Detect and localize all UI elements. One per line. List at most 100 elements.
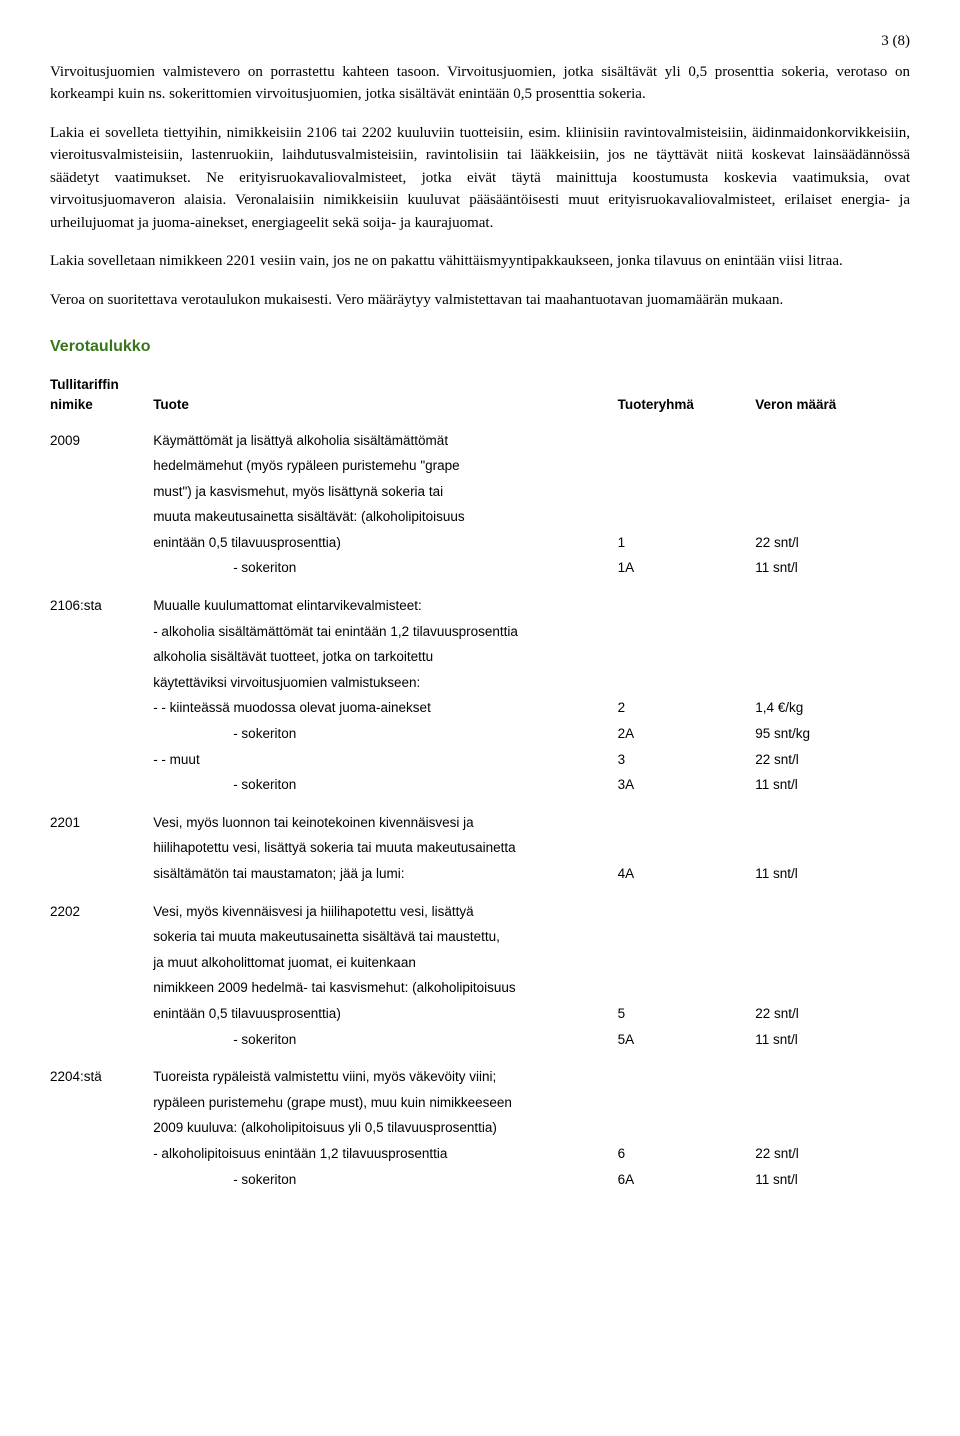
cell-group: [618, 835, 756, 861]
cell-rate: [755, 950, 910, 976]
cell-group: [618, 924, 756, 950]
cell-desc: hiilihapotettu vesi, lisättyä sokeria ta…: [153, 835, 617, 861]
cell-group: [618, 581, 756, 619]
table-row: - sokeriton6A11 snt/l: [50, 1167, 910, 1193]
cell-group: [618, 798, 756, 836]
cell-desc: Käymättömät ja lisättyä alkoholia sisält…: [153, 428, 617, 454]
table-row: 2201Vesi, myös luonnon tai keinotekoinen…: [50, 798, 910, 836]
cell-rate: 11 snt/l: [755, 1167, 910, 1193]
cell-rate: [755, 619, 910, 645]
cell-rate: [755, 887, 910, 925]
cell-desc: enintään 0,5 tilavuusprosenttia): [153, 530, 617, 556]
cell-desc: hedelmämehut (myös rypäleen puristemehu …: [153, 453, 617, 479]
cell-group: 1A: [618, 555, 756, 581]
cell-group: 4A: [618, 861, 756, 887]
th-tuote: Tuote: [153, 371, 617, 428]
cell-desc: 2009 kuuluva: (alkoholipitoisuus yli 0,5…: [153, 1115, 617, 1141]
cell-rate: 22 snt/l: [755, 747, 910, 773]
cell-code: [50, 644, 153, 670]
table-row: sokeria tai muuta makeutusainetta sisält…: [50, 924, 910, 950]
th-nimike-line1: Tullitariffin: [50, 377, 119, 392]
cell-group: [618, 619, 756, 645]
cell-rate: [755, 835, 910, 861]
cell-desc: Vesi, myös kivennäisvesi ja hiilihapotet…: [153, 887, 617, 925]
cell-desc: nimikkeen 2009 hedelmä- tai kasvismehut:…: [153, 975, 617, 1001]
cell-group: [618, 887, 756, 925]
cell-group: 5A: [618, 1027, 756, 1053]
cell-code: 2009: [50, 428, 153, 454]
cell-code: [50, 1001, 153, 1027]
paragraph-2: Lakia ei sovelleta tiettyihin, nimikkeis…: [50, 122, 910, 235]
cell-code: 2201: [50, 798, 153, 836]
cell-rate: [755, 1090, 910, 1116]
cell-group: 3A: [618, 772, 756, 798]
table-row: enintään 0,5 tilavuusprosenttia)522 snt/…: [50, 1001, 910, 1027]
cell-group: 3: [618, 747, 756, 773]
cell-code: [50, 555, 153, 581]
cell-group: [618, 644, 756, 670]
cell-desc: alkoholia sisältävät tuotteet, jotka on …: [153, 644, 617, 670]
cell-desc: sisältämätön tai maustamaton; jää ja lum…: [153, 861, 617, 887]
table-row: nimikkeen 2009 hedelmä- tai kasvismehut:…: [50, 975, 910, 1001]
cell-desc: sokeria tai muuta makeutusainetta sisält…: [153, 924, 617, 950]
table-row: enintään 0,5 tilavuusprosenttia)122 snt/…: [50, 530, 910, 556]
table-row: must") ja kasvismehut, myös lisättynä so…: [50, 479, 910, 505]
th-veron-maara: Veron määrä: [755, 371, 910, 428]
cell-desc: muuta makeutusainetta sisältävät: (alkoh…: [153, 504, 617, 530]
cell-code: [50, 950, 153, 976]
table-row: sisältämätön tai maustamaton; jää ja lum…: [50, 861, 910, 887]
page-number: 3 (8): [50, 30, 910, 53]
cell-desc: käytettäviksi virvoitusjuomien valmistuk…: [153, 670, 617, 696]
table-header-row: Tullitariffin nimike Tuote Tuoteryhmä Ve…: [50, 371, 910, 428]
table-row: - sokeriton3A11 snt/l: [50, 772, 910, 798]
cell-code: [50, 772, 153, 798]
table-row: alkoholia sisältävät tuotteet, jotka on …: [50, 644, 910, 670]
paragraph-4: Veroa on suoritettava verotaulukon mukai…: [50, 289, 910, 312]
table-row: - alkoholipitoisuus enintään 1,2 tilavuu…: [50, 1141, 910, 1167]
cell-rate: [755, 479, 910, 505]
cell-rate: 95 snt/kg: [755, 721, 910, 747]
cell-rate: [755, 428, 910, 454]
table-row: - - muut322 snt/l: [50, 747, 910, 773]
cell-code: [50, 1090, 153, 1116]
cell-code: [50, 1027, 153, 1053]
cell-desc: rypäleen puristemehu (grape must), muu k…: [153, 1090, 617, 1116]
cell-group: [618, 950, 756, 976]
cell-code: [50, 695, 153, 721]
cell-code: [50, 530, 153, 556]
cell-rate: [755, 1052, 910, 1090]
cell-rate: [755, 504, 910, 530]
cell-rate: 22 snt/l: [755, 1001, 910, 1027]
cell-code: [50, 504, 153, 530]
cell-group: 2A: [618, 721, 756, 747]
cell-group: [618, 1090, 756, 1116]
cell-desc: - sokeriton: [153, 1027, 617, 1053]
table-row: - sokeriton1A11 snt/l: [50, 555, 910, 581]
cell-group: [618, 1115, 756, 1141]
cell-rate: 11 snt/l: [755, 1027, 910, 1053]
paragraph-3: Lakia sovelletaan nimikkeen 2201 vesiin …: [50, 250, 910, 273]
cell-code: 2202: [50, 887, 153, 925]
cell-group: [618, 428, 756, 454]
cell-desc: Tuoreista rypäleistä valmistettu viini, …: [153, 1052, 617, 1090]
table-row: muuta makeutusainetta sisältävät: (alkoh…: [50, 504, 910, 530]
cell-desc: - sokeriton: [153, 555, 617, 581]
table-row: käytettäviksi virvoitusjuomien valmistuk…: [50, 670, 910, 696]
table-row: - - kiinteässä muodossa olevat juoma-ain…: [50, 695, 910, 721]
cell-rate: 11 snt/l: [755, 772, 910, 798]
cell-group: [618, 670, 756, 696]
table-row: ja muut alkoholittomat juomat, ei kuiten…: [50, 950, 910, 976]
cell-rate: [755, 670, 910, 696]
cell-code: [50, 835, 153, 861]
cell-code: [50, 975, 153, 1001]
table-row: 2204:stäTuoreista rypäleistä valmistettu…: [50, 1052, 910, 1090]
cell-code: [50, 619, 153, 645]
table-row: - sokeriton2A95 snt/kg: [50, 721, 910, 747]
cell-rate: 1,4 €/kg: [755, 695, 910, 721]
cell-group: 5: [618, 1001, 756, 1027]
cell-code: [50, 1115, 153, 1141]
cell-desc: enintään 0,5 tilavuusprosenttia): [153, 1001, 617, 1027]
th-nimike: Tullitariffin nimike: [50, 371, 153, 428]
cell-rate: [755, 924, 910, 950]
cell-code: [50, 1167, 153, 1193]
